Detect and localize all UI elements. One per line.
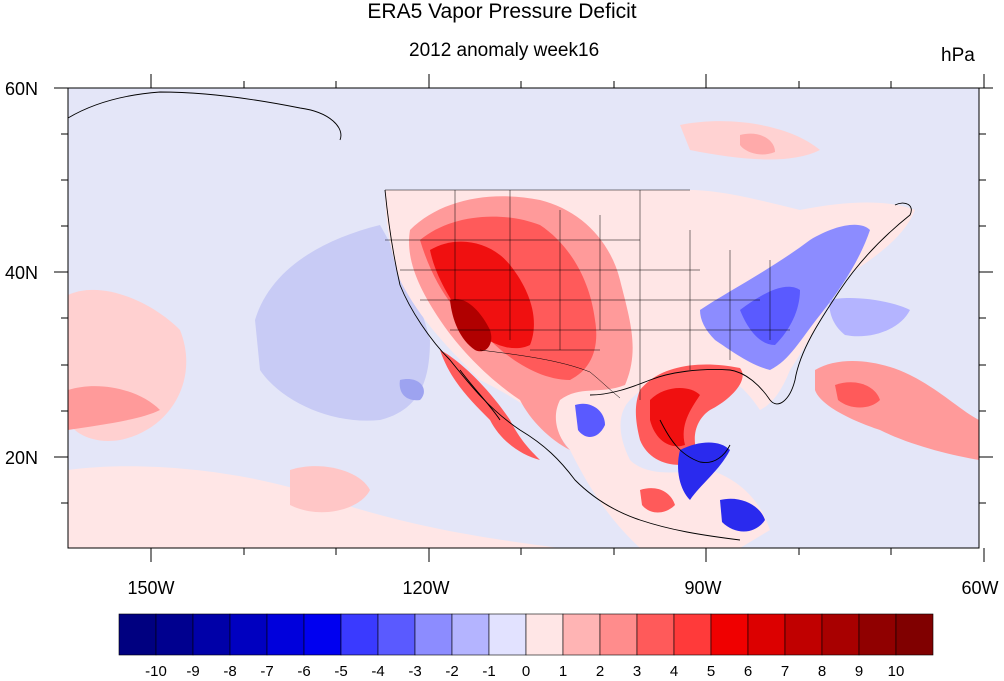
colorbar-box [414,613,453,656]
colorbar-label: -2 [445,663,458,680]
colorbar-label: -6 [297,663,310,680]
colorbar-box [821,613,860,656]
coastline-baja [459,369,501,421]
colorbar-box [636,613,675,656]
colorbar-label: 4 [670,663,678,680]
lat-label-40n: 40N [5,263,38,283]
colorbar-label: -10 [145,663,167,680]
colorbar-box [451,613,490,656]
anomaly-negative-east-pacific [255,225,430,421]
colorbar-box [118,613,157,656]
major-ticks-left [54,87,68,458]
colorbar-label: 10 [888,663,905,680]
coastline-pacific [384,189,741,541]
coastline-yucatan [659,419,731,463]
anomaly-positive-southwest-peak [450,299,492,352]
colorbar-label: 2 [596,663,604,680]
colorbar-label: -8 [223,663,236,680]
lon-label-60w: 60W [961,578,998,598]
colorbar-box [710,613,749,656]
state-lines-horizontal [385,239,790,351]
colorbar-box [303,613,342,656]
anomaly-positive-gulf-core [650,388,700,447]
colorbar-label: -4 [371,663,384,680]
colorbar-box [488,613,527,656]
colorbar-box [266,613,305,656]
major-ticks-top [150,74,985,88]
colorbar-label: -7 [260,663,273,680]
colorbar-label: 8 [818,663,826,680]
anomaly-positive-canada-core [740,133,775,155]
anomaly-positive-mexico-south [640,488,675,513]
colorbar-box [229,613,268,656]
map-subtitle: 2012 anomaly week16 [409,40,600,61]
coastlines [67,91,912,541]
colorbar-label: -9 [186,663,199,680]
colorbar-box [895,613,934,656]
colorbar-label: 3 [633,663,641,680]
colorbar-label: 1 [559,663,567,680]
ticks [54,74,993,562]
units-label: hPa [941,45,975,66]
colorbar-box [525,613,564,656]
colorbar-box [155,613,194,656]
minor-ticks-left [61,133,68,504]
anomaly-positive-baja [440,350,540,460]
minor-ticks-right [979,133,986,504]
anomaly-field [68,88,979,548]
major-ticks-bottom [150,548,985,562]
lon-label-90w: 90W [684,578,721,598]
colorbar-box [340,613,379,656]
minor-ticks-top [243,81,892,88]
anomaly-negative-central-america [720,498,765,532]
anomaly-positive-southwest-high [430,241,534,349]
colorbar-box [599,613,638,656]
colorbar-label: 6 [744,663,752,680]
colorbar-box [562,613,601,656]
anomaly-negative-offshore [829,298,910,337]
anomaly-negative-mexico [575,403,605,437]
colorbar-label: 0 [522,663,530,680]
colorbar-label: -5 [334,663,347,680]
lat-label-60n: 60N [5,79,38,99]
colorbar-box [377,613,416,656]
colorbar-label: 5 [707,663,715,680]
colorbar: -10 -9 -8 -7 -6 -5 -4 -3 -2 -1 0 1 2 3 4 5 6 7 8 9 10 [118,613,934,680]
anomaly-positive-south-core [290,466,370,513]
lon-label-150w: 150W [127,578,174,598]
major-ticks-right [979,87,993,458]
border-us-mexico [479,349,621,399]
lon-label-120w: 120W [402,578,449,598]
colorbar-label: -3 [408,663,421,680]
minor-ticks-bottom [243,548,892,555]
coastline-gulf-atlantic [589,202,912,405]
colorbar-label: 7 [781,663,789,680]
colorbar-box [784,613,823,656]
colorbar-label: 9 [855,663,863,680]
lat-label-20n: 20N [5,448,38,468]
colorbar-box [192,613,231,656]
state-borders [385,189,790,400]
anomaly-negative-yucatan [678,442,730,500]
colorbar-box [673,613,712,656]
map-title: ERA5 Vapor Pressure Deficit [367,0,637,23]
colorbar-box [747,613,786,656]
coastline-alaska [67,91,342,141]
colorbar-box [858,613,897,656]
anomaly-positive-west-pacific-core [68,386,160,430]
anomaly-negative-east-pacific-core [399,379,424,401]
anomaly-positive-atlantic-core [835,382,880,408]
colorbar-label: -1 [482,663,495,680]
